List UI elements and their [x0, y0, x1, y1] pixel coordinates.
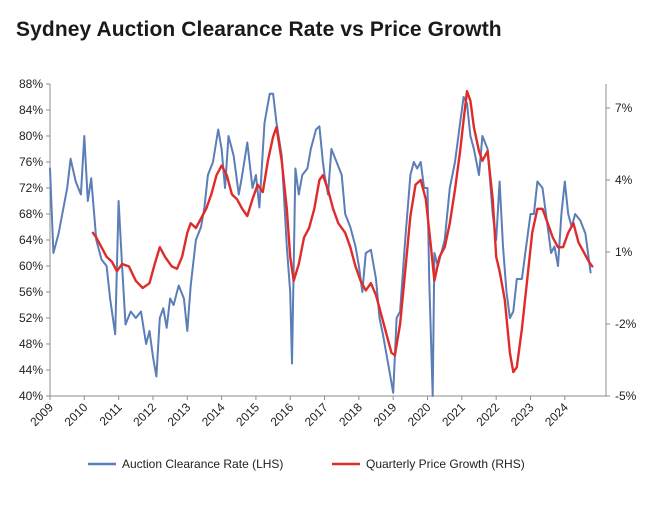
x-tick-label: 2014 — [199, 400, 228, 429]
x-tick-label: 2017 — [302, 400, 331, 429]
x-tick-label: 2019 — [371, 400, 400, 429]
x-tick-label: 2016 — [268, 400, 297, 429]
y-left-tick-label: 56% — [19, 285, 43, 299]
x-tick-label: 2015 — [233, 400, 262, 429]
y-left-tick-label: 84% — [19, 103, 43, 117]
y-right-tick-label: 7% — [615, 101, 633, 115]
y-left-tick-label: 72% — [19, 181, 43, 195]
x-tick-label: 2009 — [27, 400, 56, 429]
x-tick-label: 2011 — [97, 400, 125, 428]
y-left-tick-label: 68% — [19, 207, 43, 221]
x-tick-label: 2012 — [130, 400, 159, 429]
x-tick-label: 2024 — [542, 400, 571, 429]
x-tick-label: 2022 — [474, 400, 503, 429]
legend-layer: Auction Clearance Rate (LHS) Quarterly Pr… — [88, 457, 525, 471]
x-tick-label: 2023 — [508, 400, 537, 429]
y-left-tick-label: 40% — [19, 389, 43, 403]
y-left-tick-label: 44% — [19, 363, 43, 377]
series-line-price-growth — [91, 90, 594, 374]
y-left-tick-label: 48% — [19, 337, 43, 351]
y-left-tick-label: 76% — [19, 155, 43, 169]
y-right-tick-label: -2% — [615, 317, 637, 331]
y-right-tick-label: -5% — [615, 389, 637, 403]
lines-layer — [49, 90, 594, 397]
y-right-tick-label: 4% — [615, 173, 633, 187]
y-right-tick-label: 1% — [615, 245, 633, 259]
x-tick-label: 2020 — [405, 400, 434, 429]
x-tick-label: 2013 — [165, 400, 194, 429]
y-left-tick-label: 64% — [19, 233, 43, 247]
x-tick-label: 2010 — [62, 400, 91, 429]
axes-layer: 40% 44% 48% 52% 56% 60% 64% 68% 72% 76% 80% 84% 88% -… — [19, 77, 637, 429]
chart-title: Sydney Auction Clearance Rate vs Price G… — [16, 18, 502, 41]
x-tick-label: 2018 — [336, 400, 365, 429]
legend-item-clearance-rate-label: Auction Clearance Rate (LHS) — [122, 457, 283, 471]
y-left-tick-label: 88% — [19, 77, 43, 91]
y-left-tick-label: 80% — [19, 129, 43, 143]
y-left-tick-label: 52% — [19, 311, 43, 325]
x-tick-label: 2021 — [439, 400, 468, 429]
legend-item-price-growth-label: Quarterly Price Growth (RHS) — [366, 457, 525, 471]
y-left-tick-label: 60% — [19, 259, 43, 273]
